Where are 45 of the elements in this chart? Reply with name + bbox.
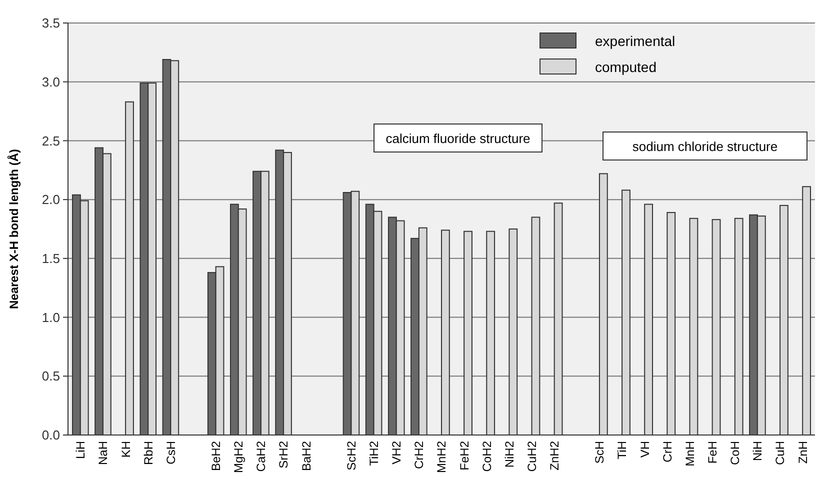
x-tick-label: TiH2: [366, 440, 381, 466]
x-tick-label: CuH: [773, 441, 788, 466]
x-tick-label: KH: [118, 441, 133, 458]
x-tick-label: BaH2: [299, 440, 314, 472]
annotation: calcium fluoride structure: [386, 131, 530, 146]
y-tick-label: 1.0: [42, 310, 60, 325]
y-tick-label: 0.5: [42, 368, 60, 384]
legend-label: computed: [595, 58, 656, 75]
y-tick-label: 2.0: [42, 192, 60, 208]
x-tick-label: CaH2: [254, 440, 268, 472]
text-box: sodium chloride structure: [602, 132, 808, 160]
annotation: sodium chloride structure: [632, 139, 778, 154]
x-tick-label: ScH2: [344, 440, 358, 470]
x-tick-label: VH2: [390, 440, 404, 464]
x-tick-label: NiH: [750, 441, 765, 461]
y-tick-label: 2.5: [42, 133, 60, 148]
x-tick-label: MnH2: [434, 440, 449, 474]
x-tick-label: MgH2: [232, 440, 246, 474]
y-tick-label: 3.5: [42, 16, 60, 31]
y-tick-label: 1.5: [42, 250, 60, 266]
x-tick-label: TiH: [615, 441, 630, 460]
text-box: calcium fluoride structure: [374, 124, 542, 152]
x-tick-label: CoH: [728, 441, 742, 466]
x-tick-label: BeH2: [209, 440, 224, 472]
x-tick-label: CsH: [164, 441, 178, 464]
x-tick-label: LiH: [74, 441, 88, 460]
x-tick-label: FeH: [706, 441, 720, 464]
x-tick-label: CuH2: [524, 440, 539, 472]
x-tick-label: CrH2: [412, 440, 426, 470]
y-axis-title: Nearest X-H bond length (Å): [7, 148, 21, 310]
x-tick-label: FeH2: [457, 440, 472, 470]
x-tick-label: NiH2: [502, 440, 516, 468]
x-tick-label: MnH: [682, 441, 697, 466]
legend-label: experimental: [595, 32, 676, 49]
x-tick-label: RbH: [141, 441, 156, 466]
y-tick-label: 3.0: [42, 74, 60, 90]
x-tick-label: ScH: [592, 441, 607, 464]
x-tick-label: VH: [638, 441, 652, 458]
x-tick-label: CrH: [660, 441, 674, 462]
x-tick-label: SrH2: [276, 440, 291, 468]
x-tick-label: ZnH: [796, 441, 810, 464]
x-tick-label: ZnH2: [548, 440, 562, 470]
y-tick-label: 0.0: [42, 428, 60, 443]
x-tick-label: NaH: [96, 441, 110, 466]
x-tick-label: CoH2: [480, 440, 494, 472]
